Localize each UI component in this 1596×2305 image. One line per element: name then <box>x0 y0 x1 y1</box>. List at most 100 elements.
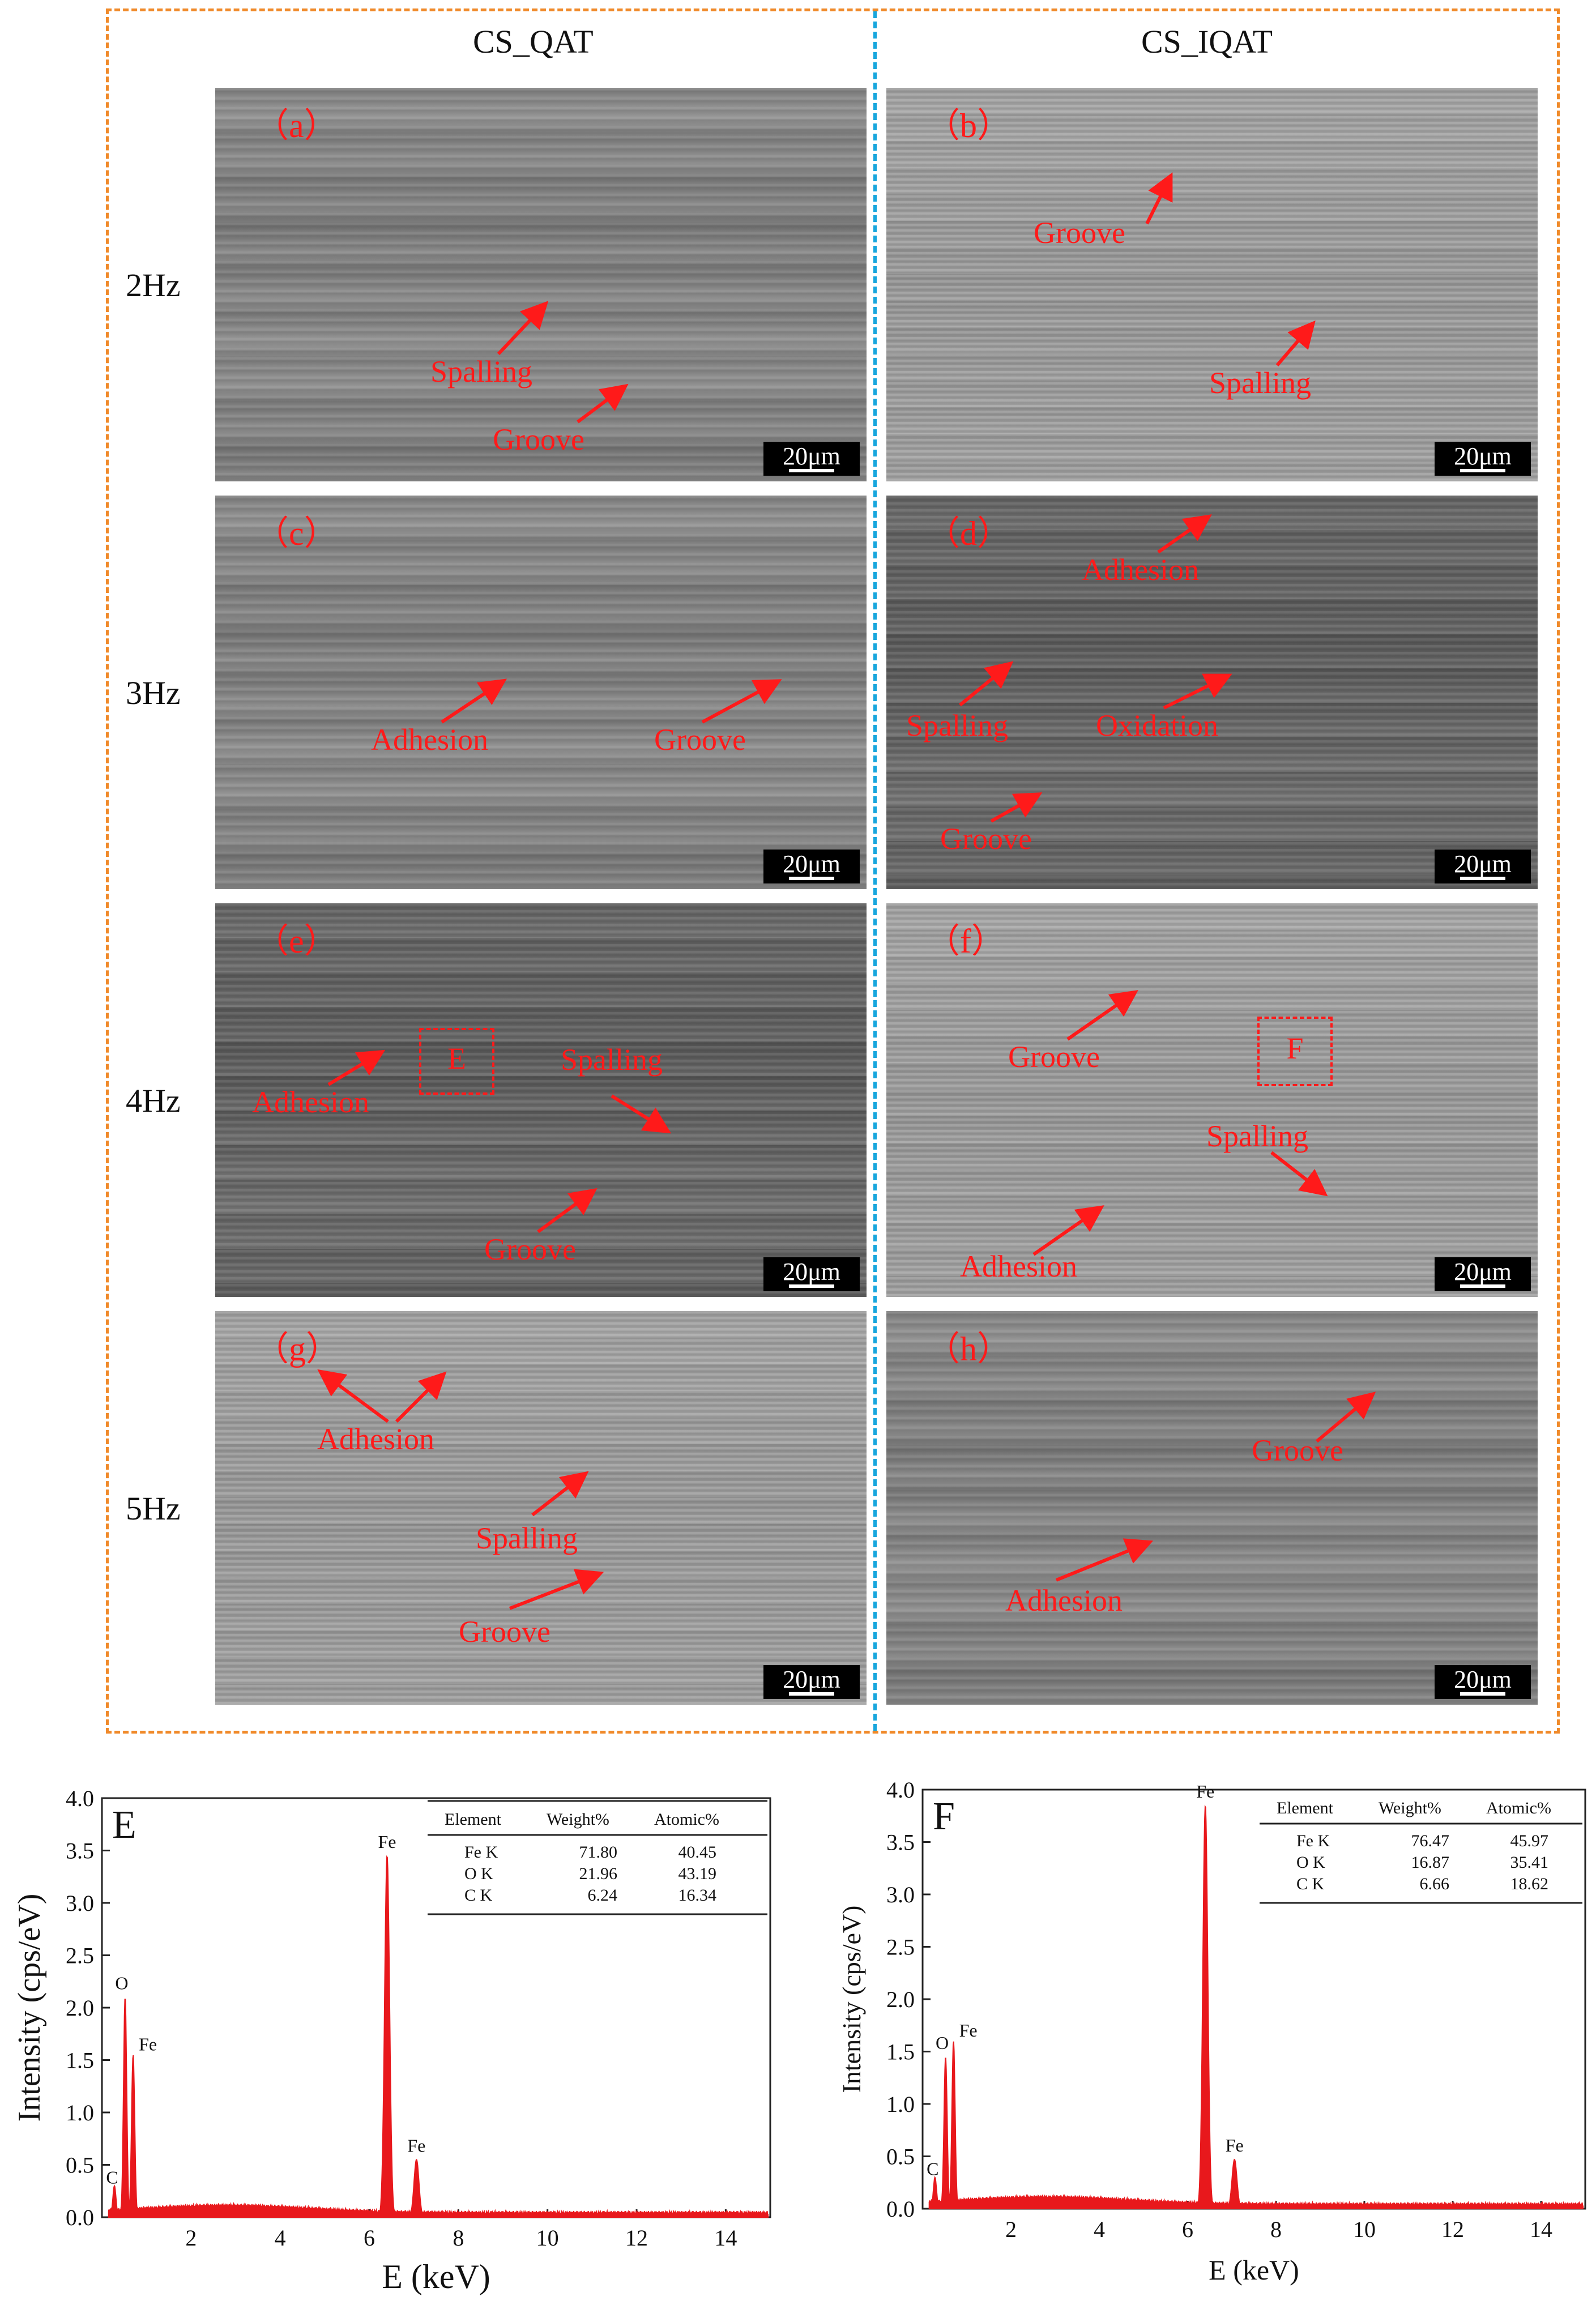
annotation-adhesion: Adhesion <box>1082 553 1199 587</box>
y-tick-label: 2.5 <box>66 1943 94 1969</box>
table-header: Atomic% <box>654 1810 719 1829</box>
panel-label: （g） <box>255 1330 340 1368</box>
y-axis-label: Intensity (cps/eV) <box>837 1906 866 2093</box>
scale-bar: 20μm <box>763 850 860 883</box>
table-cell: 35.41 <box>1510 1853 1549 1872</box>
y-tick-label: 0.5 <box>886 2144 915 2170</box>
y-tick-label: 1.5 <box>66 2048 94 2073</box>
table-cell: Fe K <box>464 1843 498 1862</box>
sem-panel-b: （b） Groove Spalling 20μm <box>886 88 1538 481</box>
panel-label: （e） <box>255 923 338 960</box>
x-axis-label: E (keV) <box>382 2258 490 2295</box>
scale-bar: 20μm <box>1435 1257 1531 1291</box>
panel-label: （h） <box>926 1330 1011 1368</box>
table-cell: 76.47 <box>1411 1832 1450 1850</box>
sem-panel-a: （a） Spalling Groove 20μm <box>215 88 867 481</box>
table-cell: 45.97 <box>1510 1832 1549 1850</box>
column-divider <box>873 11 877 1731</box>
peak-label: Fe <box>139 2034 157 2054</box>
annotation-spalling: Spalling <box>561 1043 663 1077</box>
x-tick-label: 14 <box>1530 2217 1552 2242</box>
scale-bar: 20μm <box>763 1257 860 1291</box>
panel-label: （c） <box>255 515 338 552</box>
arrow-overlay <box>497 301 629 424</box>
eds-region-box-f: F <box>1257 1017 1333 1086</box>
peak-label: C <box>106 2167 118 2188</box>
plot-frame <box>101 1797 771 2218</box>
scale-bar: 20μm <box>1435 442 1531 476</box>
chart-panel-label: F <box>933 1795 955 1838</box>
x-tick-label: 12 <box>1441 2217 1464 2242</box>
table-cell: 16.87 <box>1411 1853 1450 1872</box>
table-cell: O K <box>1296 1853 1325 1872</box>
annotation-groove: Groove <box>459 1615 551 1649</box>
table-cell: O K <box>464 1864 493 1883</box>
figure-frame <box>106 8 1560 1734</box>
table-cell: 21.96 <box>579 1864 618 1883</box>
y-tick-label: 0.0 <box>886 2196 915 2222</box>
annotation-spalling: Spalling <box>906 708 1009 742</box>
row-label-3hz: 3Hz <box>126 675 181 711</box>
arrow-overlay <box>327 1049 672 1233</box>
chart-panel-label: E <box>112 1803 136 1847</box>
x-tick-label: 12 <box>625 2225 648 2251</box>
y-tick-label: 3.5 <box>66 1838 94 1864</box>
table-cell: C K <box>1296 1875 1325 1893</box>
eds-spectrum-e: 0.0 0.5 1.0 1.5 2.0 2.5 3.0 3.5 4.0 2 4 6 8 10 12 14 C O F… <box>12 1786 771 2295</box>
y-axis-label: Intensity (cps/eV) <box>12 1894 47 2122</box>
annotation-spalling: Spalling <box>1206 1119 1309 1153</box>
y-tick-label: 1.0 <box>66 2100 94 2125</box>
table-cell: 43.19 <box>678 1864 717 1883</box>
y-tick-label: 3.5 <box>886 1830 915 1855</box>
annotation-oxidation: Oxidation <box>1096 708 1218 742</box>
arrow-overlay <box>441 678 782 724</box>
x-tick-label: 14 <box>714 2225 737 2251</box>
x-tick-label: 6 <box>364 2225 375 2251</box>
x-tick-label: 8 <box>453 2225 464 2251</box>
annotation-groove: Groove <box>493 422 584 456</box>
x-tick-label: 8 <box>1270 2217 1282 2242</box>
row-label-4hz: 4Hz <box>126 1082 181 1119</box>
table-header: Element <box>1277 1799 1334 1817</box>
table-cell: 71.80 <box>579 1843 618 1862</box>
panel-label: （f） <box>926 923 1005 960</box>
table-cell: 6.66 <box>1420 1875 1450 1893</box>
x-tick-label: 2 <box>1005 2217 1017 2242</box>
x-tick-label: 4 <box>275 2225 286 2251</box>
annotation-spalling: Spalling <box>430 355 533 389</box>
sem-panel-h: （h） Groove Adhesion 20μm <box>886 1311 1538 1705</box>
table-cell: C K <box>464 1886 493 1905</box>
peak-label: Fe <box>378 1832 396 1852</box>
y-tick-label: 1.5 <box>886 2039 915 2065</box>
y-tick-label: 0.0 <box>66 2205 94 2230</box>
sem-panel-d: （d） Adhesion Spalling Oxidation Groove 2… <box>886 496 1538 889</box>
row-label-2hz: 2Hz <box>126 267 181 304</box>
y-tick-label: 1.0 <box>886 2091 915 2117</box>
row-label-5hz: 5Hz <box>126 1490 181 1527</box>
table-cell: 16.34 <box>678 1886 717 1905</box>
x-tick-label: 10 <box>536 2225 559 2251</box>
x-tick-label: 10 <box>1353 2217 1376 2242</box>
sem-panel-f: （f） F Groove Spalling Adhesion 20μm <box>886 903 1538 1297</box>
x-tick-label: 6 <box>1182 2217 1193 2242</box>
arrow-overlay <box>1032 990 1328 1256</box>
annotation-groove: Groove <box>654 723 746 757</box>
sem-panel-c: （c） Adhesion Groove 20μm <box>215 496 867 889</box>
y-tick-label: 4.0 <box>886 1777 915 1803</box>
peak-label: C <box>927 2159 938 2179</box>
peak-label: Fe <box>1226 2135 1244 2155</box>
arrow-overlay <box>1055 1391 1376 1582</box>
arrow-overlay <box>959 514 1232 823</box>
table-header: Weight% <box>547 1810 609 1829</box>
y-tick-label: 3.0 <box>66 1890 94 1916</box>
scale-bar: 20μm <box>763 442 860 476</box>
column-header-cs-iqat: CS_IQAT <box>1141 23 1273 60</box>
annotation-adhesion: Adhesion <box>960 1249 1077 1283</box>
x-axis-label: E (keV) <box>1209 2254 1299 2286</box>
column-header-cs-qat: CS_QAT <box>473 23 594 60</box>
plot-frame <box>921 1788 1586 2210</box>
annotation-groove: Groove <box>1034 216 1125 250</box>
y-tick-label: 4.0 <box>66 1786 94 1811</box>
table-cell: Fe K <box>1296 1832 1330 1850</box>
annotation-spalling: Spalling <box>476 1521 578 1555</box>
